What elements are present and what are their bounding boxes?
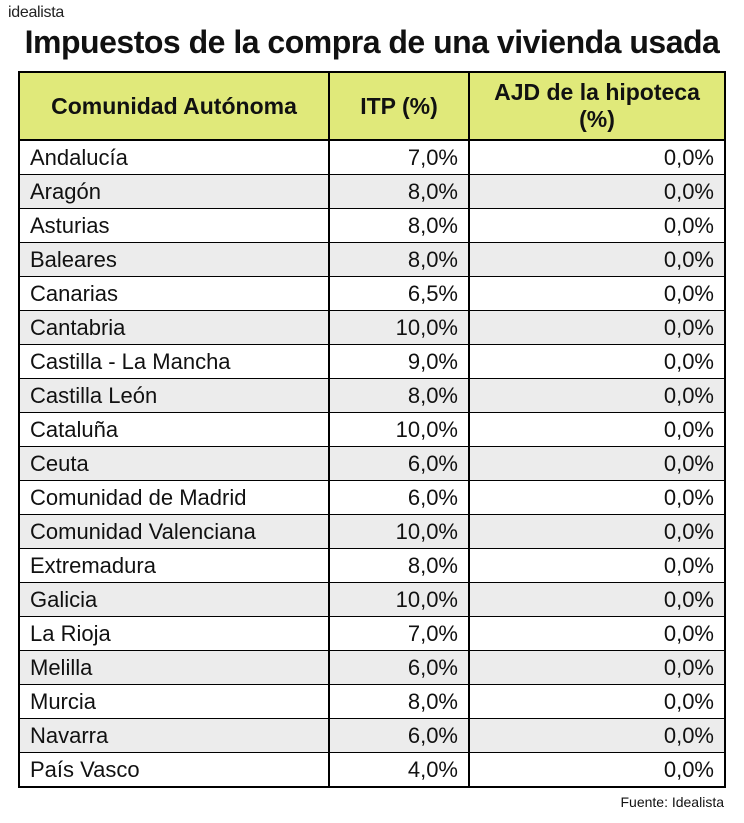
cell-itp: 4,0%	[329, 753, 469, 788]
cell-region: Melilla	[19, 651, 329, 685]
cell-region: Comunidad de Madrid	[19, 481, 329, 515]
table-row: Navarra6,0%0,0%	[19, 719, 725, 753]
cell-itp: 6,0%	[329, 481, 469, 515]
table-row: Aragón8,0%0,0%	[19, 175, 725, 209]
cell-region: La Rioja	[19, 617, 329, 651]
table-row: Melilla6,0%0,0%	[19, 651, 725, 685]
cell-region: Cantabria	[19, 311, 329, 345]
cell-region: Baleares	[19, 243, 329, 277]
cell-region: Ceuta	[19, 447, 329, 481]
table-row: Castilla León8,0%0,0%	[19, 379, 725, 413]
cell-ajd: 0,0%	[469, 515, 725, 549]
table-row: Comunidad Valenciana10,0%0,0%	[19, 515, 725, 549]
cell-itp: 8,0%	[329, 685, 469, 719]
cell-region: Cataluña	[19, 413, 329, 447]
table-row: La Rioja7,0%0,0%	[19, 617, 725, 651]
cell-ajd: 0,0%	[469, 549, 725, 583]
cell-itp: 10,0%	[329, 583, 469, 617]
cell-ajd: 0,0%	[469, 481, 725, 515]
table-row: Murcia8,0%0,0%	[19, 685, 725, 719]
cell-ajd: 0,0%	[469, 243, 725, 277]
cell-region: Comunidad Valenciana	[19, 515, 329, 549]
cell-region: País Vasco	[19, 753, 329, 788]
table-row: Cataluña10,0%0,0%	[19, 413, 725, 447]
cell-itp: 8,0%	[329, 175, 469, 209]
cell-itp: 10,0%	[329, 515, 469, 549]
cell-ajd: 0,0%	[469, 719, 725, 753]
table-row: Comunidad de Madrid6,0%0,0%	[19, 481, 725, 515]
cell-region: Castilla - La Mancha	[19, 345, 329, 379]
col-header-itp: ITP (%)	[329, 72, 469, 140]
cell-itp: 6,5%	[329, 277, 469, 311]
cell-itp: 10,0%	[329, 311, 469, 345]
cell-itp: 8,0%	[329, 379, 469, 413]
cell-region: Canarias	[19, 277, 329, 311]
col-header-region: Comunidad Autónoma	[19, 72, 329, 140]
table-body: Andalucía7,0%0,0%Aragón8,0%0,0%Asturias8…	[19, 140, 725, 787]
cell-ajd: 0,0%	[469, 447, 725, 481]
cell-itp: 7,0%	[329, 140, 469, 175]
cell-ajd: 0,0%	[469, 617, 725, 651]
cell-ajd: 0,0%	[469, 379, 725, 413]
col-header-ajd: AJD de la hipoteca (%)	[469, 72, 725, 140]
table-row: Castilla - La Mancha9,0%0,0%	[19, 345, 725, 379]
cell-itp: 6,0%	[329, 719, 469, 753]
cell-itp: 8,0%	[329, 209, 469, 243]
cell-region: Asturias	[19, 209, 329, 243]
brand-label: idealista	[8, 4, 726, 22]
table-row: Baleares8,0%0,0%	[19, 243, 725, 277]
cell-region: Extremadura	[19, 549, 329, 583]
cell-region: Murcia	[19, 685, 329, 719]
table-row: Extremadura8,0%0,0%	[19, 549, 725, 583]
table-row: Galicia10,0%0,0%	[19, 583, 725, 617]
cell-ajd: 0,0%	[469, 277, 725, 311]
page-container: idealista Impuestos de la compra de una …	[0, 0, 744, 814]
table-row: País Vasco4,0%0,0%	[19, 753, 725, 788]
cell-ajd: 0,0%	[469, 311, 725, 345]
cell-ajd: 0,0%	[469, 413, 725, 447]
cell-region: Castilla León	[19, 379, 329, 413]
cell-region: Andalucía	[19, 140, 329, 175]
cell-ajd: 0,0%	[469, 753, 725, 788]
cell-ajd: 0,0%	[469, 345, 725, 379]
cell-itp: 6,0%	[329, 651, 469, 685]
source-label: Fuente: Idealista	[18, 794, 726, 810]
cell-itp: 9,0%	[329, 345, 469, 379]
table-row: Cantabria10,0%0,0%	[19, 311, 725, 345]
cell-ajd: 0,0%	[469, 651, 725, 685]
cell-ajd: 0,0%	[469, 209, 725, 243]
cell-ajd: 0,0%	[469, 685, 725, 719]
table-row: Canarias6,5%0,0%	[19, 277, 725, 311]
cell-itp: 6,0%	[329, 447, 469, 481]
table-header-row: Comunidad Autónoma ITP (%) AJD de la hip…	[19, 72, 725, 140]
page-title: Impuestos de la compra de una vivienda u…	[18, 24, 726, 61]
cell-ajd: 0,0%	[469, 175, 725, 209]
table-row: Asturias8,0%0,0%	[19, 209, 725, 243]
cell-ajd: 0,0%	[469, 140, 725, 175]
cell-region: Aragón	[19, 175, 329, 209]
cell-itp: 8,0%	[329, 243, 469, 277]
table-row: Ceuta6,0%0,0%	[19, 447, 725, 481]
cell-region: Navarra	[19, 719, 329, 753]
cell-itp: 8,0%	[329, 549, 469, 583]
tax-table: Comunidad Autónoma ITP (%) AJD de la hip…	[18, 71, 726, 788]
table-row: Andalucía7,0%0,0%	[19, 140, 725, 175]
cell-region: Galicia	[19, 583, 329, 617]
cell-ajd: 0,0%	[469, 583, 725, 617]
cell-itp: 10,0%	[329, 413, 469, 447]
cell-itp: 7,0%	[329, 617, 469, 651]
